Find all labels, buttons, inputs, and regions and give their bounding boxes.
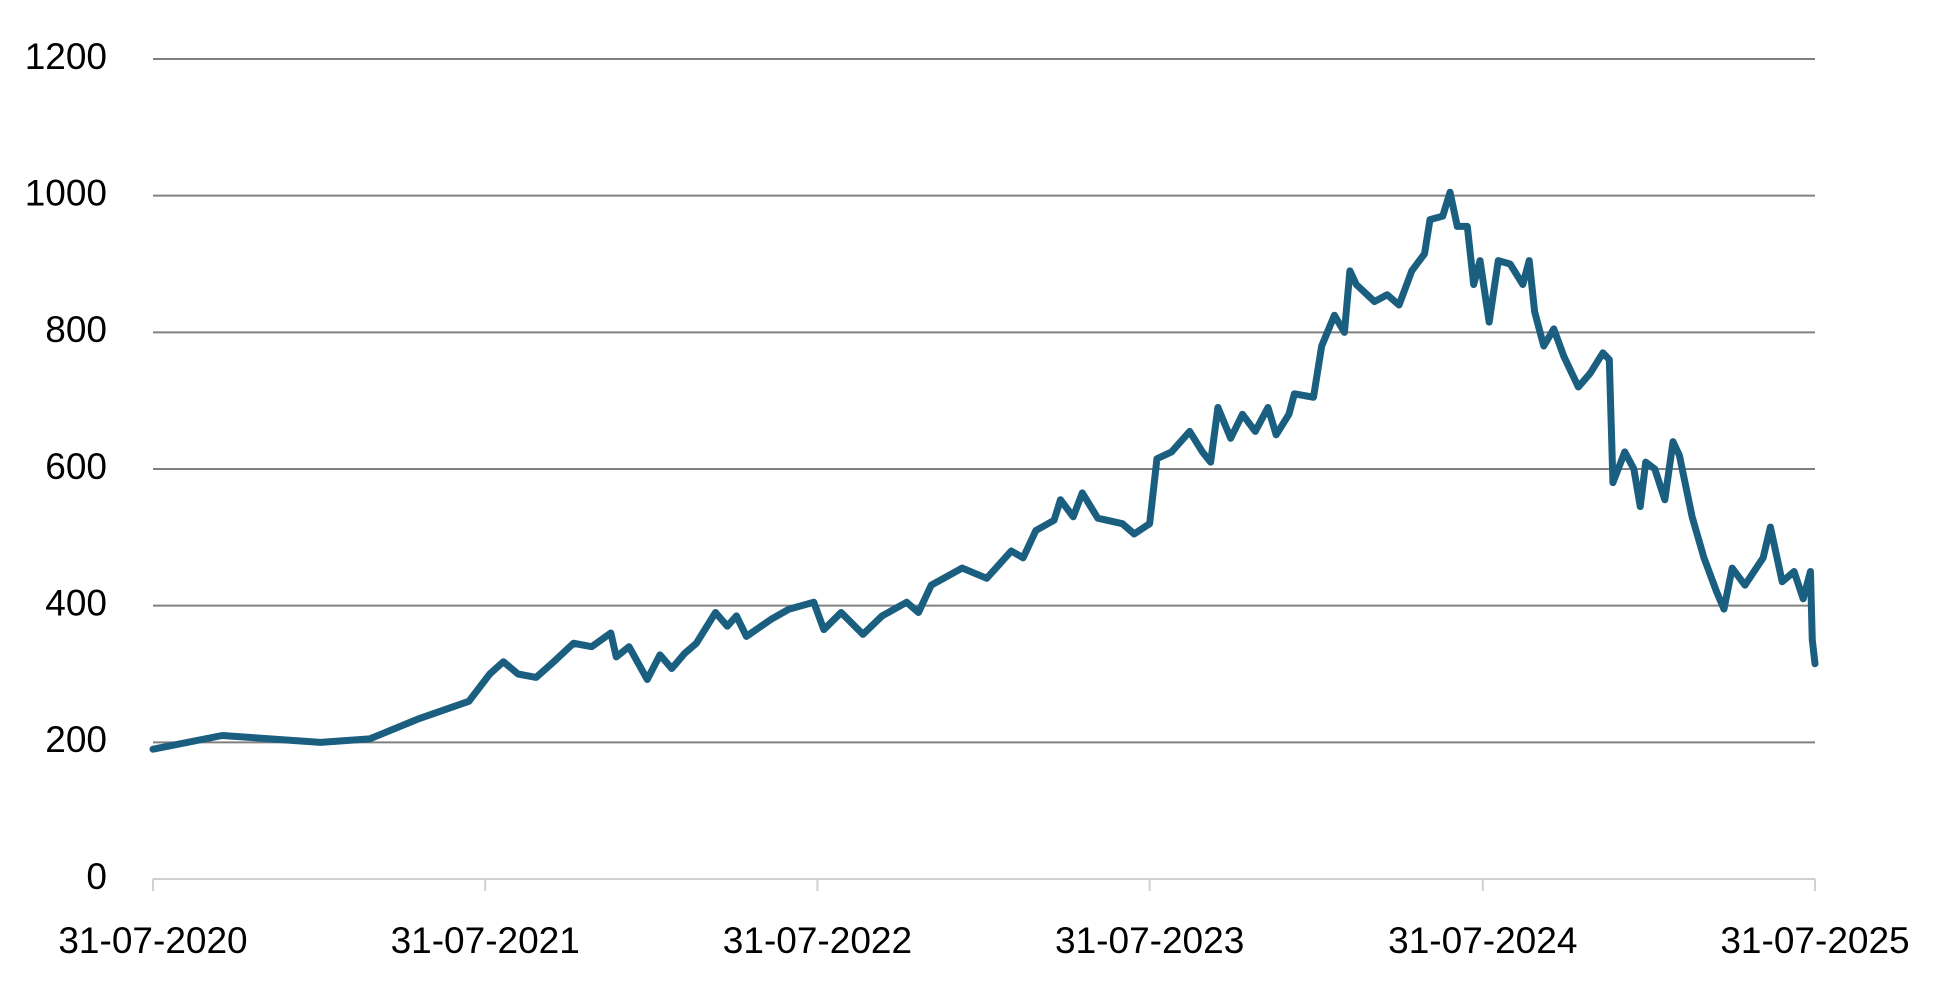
y-tick-label: 200	[45, 719, 107, 760]
x-tick-label: 31-07-2020	[58, 920, 247, 961]
y-tick-label: 0	[86, 856, 107, 897]
y-tick-label: 1200	[25, 36, 107, 77]
x-tick-label: 31-07-2023	[1055, 920, 1244, 961]
x-tick-label: 31-07-2022	[723, 920, 912, 961]
x-tick-label: 31-07-2024	[1388, 920, 1577, 961]
y-tick-label: 800	[45, 309, 107, 350]
y-tick-label: 600	[45, 446, 107, 487]
x-tick-label: 31-07-2025	[1720, 920, 1909, 961]
y-tick-label: 1000	[25, 172, 107, 213]
y-tick-label: 400	[45, 582, 107, 623]
x-tick-label: 31-07-2021	[391, 920, 580, 961]
data-line	[149, 188, 1819, 753]
